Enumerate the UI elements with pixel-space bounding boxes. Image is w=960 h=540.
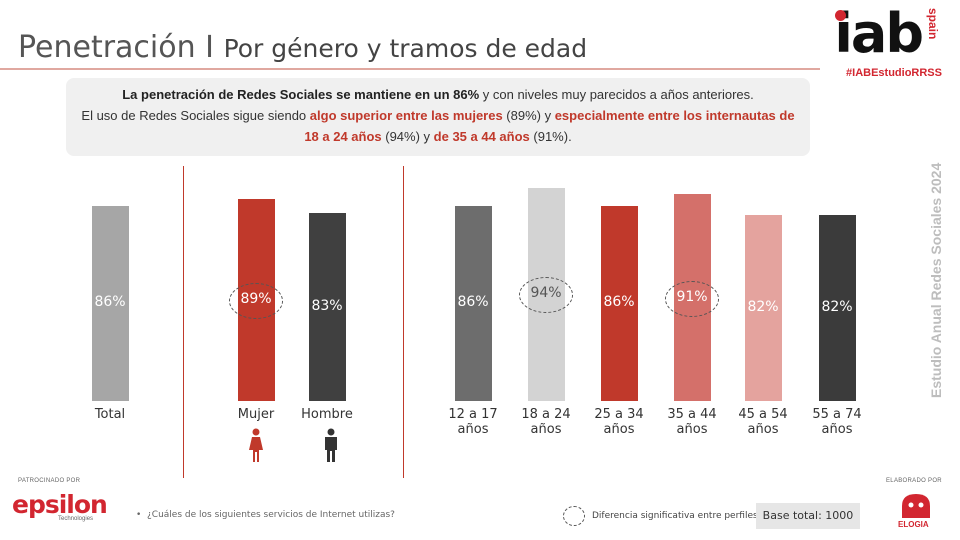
significance-legend-text: Diferencia significativa entre perfiles: [592, 511, 758, 521]
callout-line-1: La penetración de Redes Sociales se mant…: [66, 84, 810, 105]
study-side-label: Estudio Anual Redes Sociales 2024: [928, 162, 944, 398]
bar-value-label: 82%: [821, 298, 853, 315]
bar-value-label: 82%: [747, 298, 779, 315]
bar-value-label: 89%: [240, 290, 272, 307]
category-label: Total: [94, 407, 126, 422]
elogia-logo-text: ELOGIA: [898, 520, 929, 529]
category-label: 25 a 34 años: [594, 407, 644, 437]
callout-line-2: El uso de Redes Sociales sigue siendo al…: [6, 105, 870, 126]
bar-value-label: 91%: [676, 288, 708, 305]
base-total-text: Base total: 1000: [762, 509, 854, 522]
female-icon: [249, 428, 263, 462]
category-label: 12 a 17 años: [448, 407, 498, 437]
bar: [818, 214, 856, 401]
title-sub: Por género y tramos de edad: [223, 34, 588, 63]
survey-question-text: ¿Cuáles de los siguientes servicios de I…: [147, 510, 395, 520]
significance-circle: [229, 282, 283, 319]
callout-l3-c: (91%).: [529, 129, 572, 144]
title-main: Penetración I: [18, 30, 215, 65]
callout-line-3: 18 a 24 años (94%) y de 35 a 44 años (91…: [66, 126, 810, 147]
iab-logo: iab spain: [834, 2, 940, 65]
bar-value-label: 86%: [457, 294, 489, 311]
base-total-box: Base total: 1000: [756, 503, 860, 529]
iab-logo-country: spain: [926, 8, 940, 40]
category-label: 35 a 44 años: [667, 407, 717, 437]
bar-value-label: 86%: [94, 294, 126, 311]
category-label: 45 a 54 años: [738, 407, 788, 437]
category-label: Mujer: [237, 407, 275, 422]
category-label: 55 a 74 años: [812, 407, 862, 437]
callout-l3-red2: de 35 a 44 años: [433, 129, 530, 144]
callout-l2-red2: especialmente entre los internautas de: [554, 108, 795, 123]
bar: [600, 205, 638, 401]
divider-gender: [183, 166, 184, 478]
category-label: 18 a 24 años: [521, 407, 571, 437]
significance-circle: [519, 277, 573, 314]
male-icon: [325, 428, 337, 462]
sponsor-logo: epsilon: [12, 490, 108, 519]
callout-l3-red1: 18 a 24 años: [304, 129, 382, 144]
iab-logo-dot: [835, 10, 847, 21]
page-title: Penetración I Por género y tramos de eda…: [18, 30, 587, 65]
title-rule: [0, 68, 820, 70]
made-by-label: ELABORADO POR: [886, 478, 942, 484]
sponsor-label: PATROCINADO POR: [18, 478, 81, 484]
significance-legend-icon: [563, 506, 585, 526]
survey-question: • ¿Cuáles de los siguientes servicios de…: [136, 510, 395, 520]
insight-callout: La penetración de Redes Sociales se mant…: [66, 78, 810, 156]
divider-age: [403, 166, 404, 478]
bar-value-label: 83%: [311, 297, 343, 314]
hashtag: #IABEstudioRRSS: [846, 67, 942, 79]
sponsor-logo-sub: Technologies: [58, 516, 94, 522]
elogia-logo-icon: [902, 494, 930, 518]
bar: [454, 205, 492, 401]
bar-value-label: 86%: [603, 294, 635, 311]
bar: [308, 212, 346, 401]
bar: [744, 214, 782, 401]
callout-l2-a: El uso de Redes Sociales sigue siendo: [81, 108, 310, 123]
iab-logo-text: iab: [834, 2, 924, 65]
callout-l1-bold: La penetración de Redes Sociales se mant…: [122, 87, 480, 102]
bar: [91, 205, 129, 401]
category-label: Hombre: [301, 407, 353, 422]
significance-circle: [665, 280, 719, 317]
callout-l2-b: (89%) y: [502, 108, 555, 123]
callout-l3-b: (94%) y: [381, 129, 434, 144]
callout-l1-rest: y con niveles muy parecidos a años anter…: [479, 87, 754, 102]
bar-value-label: 94%: [530, 285, 562, 302]
callout-l2-red1: algo superior entre las mujeres: [309, 108, 503, 123]
